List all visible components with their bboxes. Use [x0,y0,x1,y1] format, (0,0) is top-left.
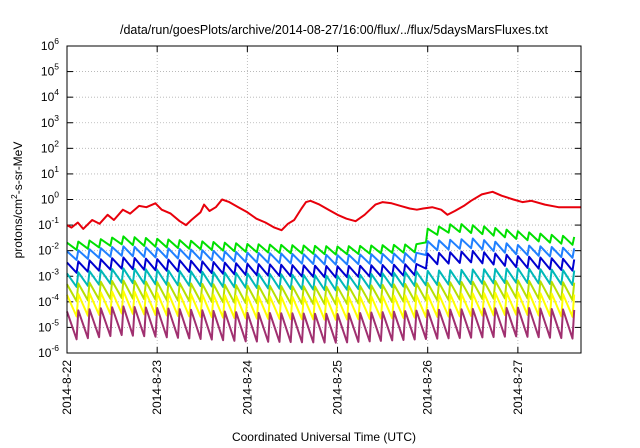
series-line-2 [66,223,576,256]
plot-frame [66,45,582,354]
y-axis-label-suffix: -s-sr-MeV [11,142,25,195]
series-line-1 [66,190,581,232]
x-tick-label: 2014-8-23 [150,360,164,415]
series-line-5 [66,267,576,292]
y-tick-label: 10-1 [38,215,59,232]
y-axis-label-sup: 2 [9,194,19,199]
x-tick-label: 2014-8-22 [60,360,74,415]
y-tick-label: 104 [41,87,59,104]
y-tick-label: 100 [41,190,59,207]
series-line-3 [66,237,576,266]
x-tick-label: 2014-8-26 [421,360,435,415]
series-line-4 [66,250,576,279]
chart-title: /data/run/goesPlots/archive/2014-08-27/1… [120,23,549,37]
x-tick-labels: 2014-8-22 2014-8-23 2014-8-24 2014-8-25 2014… [60,360,525,415]
y-tick-label: 101 [41,164,59,181]
y-tick-labels: 10-6 10-5 10-4 10-3 10-2 10-1 100 101 102 103 104 1… [38,36,59,360]
x-tick-label: 2014-8-25 [331,360,345,415]
y-tick-label: 102 [41,138,59,155]
y-tick-label: 10-5 [38,317,59,334]
series-lines [66,190,581,344]
x-tick-label: 2014-8-24 [240,360,254,415]
y-tick-label: 10-6 [38,343,59,360]
series-line-8 [66,305,576,344]
y-tick-label: 103 [41,113,59,130]
x-tick-label: 2014-8-27 [511,360,525,415]
y-tick-label: 10-2 [38,241,59,258]
series-line-6 [66,279,576,306]
y-tick-label: 105 [41,62,59,79]
y-axis-label: protons/cm2-s-sr-MeV [9,142,25,259]
y-axis-label-prefix: protons/cm [11,199,25,258]
y-tick-label: 10-3 [38,266,59,283]
y-tick-label: 106 [41,36,59,53]
x-axis-label: Coordinated Universal Time (UTC) [232,430,416,444]
y-tick-label: 10-4 [38,292,59,309]
series-line-7 [66,290,576,321]
